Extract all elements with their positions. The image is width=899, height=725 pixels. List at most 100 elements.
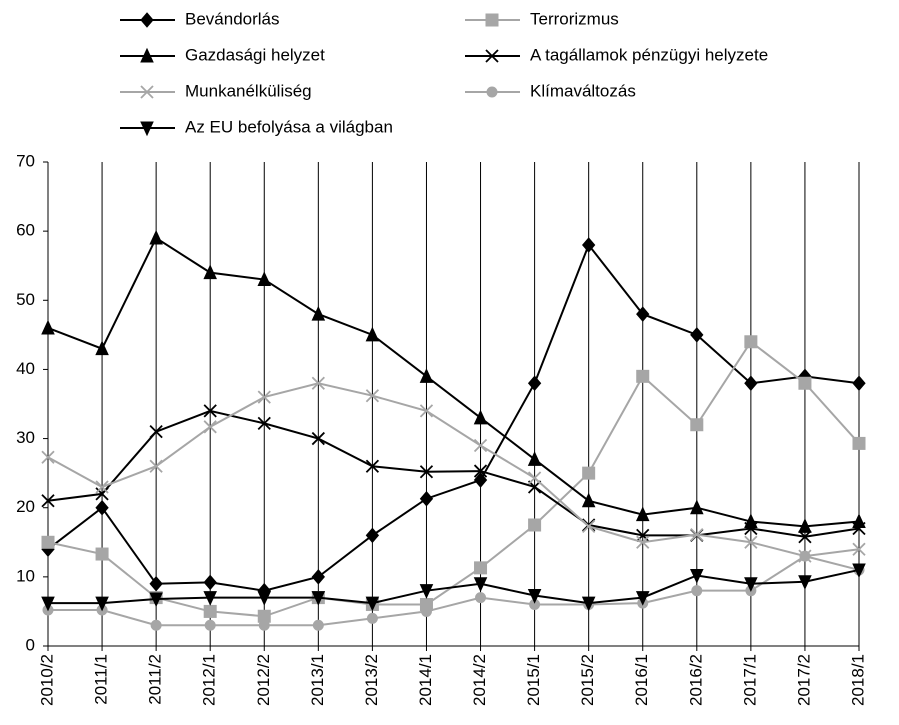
marker bbox=[204, 619, 216, 631]
marker bbox=[203, 574, 217, 591]
legend-marker bbox=[485, 13, 499, 27]
legend-label: Klímaváltozás bbox=[530, 81, 636, 100]
marker bbox=[582, 466, 596, 480]
marker bbox=[95, 480, 109, 494]
marker bbox=[419, 368, 434, 383]
legend-label: A tagállamok pénzügyi helyzete bbox=[530, 45, 768, 64]
marker bbox=[744, 375, 758, 392]
marker bbox=[690, 528, 704, 542]
marker bbox=[528, 518, 542, 532]
marker bbox=[41, 450, 55, 464]
legend-marker bbox=[140, 85, 154, 99]
series-line bbox=[48, 568, 860, 605]
marker bbox=[149, 576, 163, 592]
y-tick-label: 20 bbox=[16, 497, 35, 516]
marker bbox=[635, 591, 650, 606]
marker bbox=[798, 518, 812, 533]
marker bbox=[473, 438, 488, 453]
x-tick-label: 2017/1 bbox=[740, 654, 759, 706]
y-tick-label: 0 bbox=[26, 635, 35, 654]
marker bbox=[365, 596, 380, 612]
marker bbox=[203, 404, 217, 418]
marker bbox=[636, 369, 650, 383]
y-tick-label: 40 bbox=[16, 359, 35, 378]
marker bbox=[41, 494, 55, 508]
marker bbox=[690, 568, 704, 584]
marker bbox=[149, 592, 163, 608]
marker bbox=[799, 550, 811, 562]
x-tick-label: 2014/2 bbox=[470, 654, 489, 706]
marker bbox=[419, 465, 434, 479]
marker bbox=[203, 264, 217, 280]
marker bbox=[311, 431, 325, 446]
legend-label: Gazdasági helyzet bbox=[185, 45, 325, 64]
marker bbox=[258, 619, 270, 631]
marker bbox=[474, 561, 488, 575]
marker bbox=[257, 416, 271, 430]
x-tick-label: 2018/1 bbox=[848, 654, 867, 706]
x-tick-label: 2016/1 bbox=[632, 654, 651, 706]
marker bbox=[257, 271, 272, 287]
legend-label: Munkanélküliség bbox=[185, 81, 312, 100]
marker bbox=[527, 451, 542, 466]
series-line bbox=[47, 242, 860, 592]
x-tick-label: 2017/2 bbox=[794, 654, 813, 706]
marker bbox=[744, 335, 758, 349]
marker bbox=[852, 521, 866, 536]
marker bbox=[475, 592, 487, 604]
marker bbox=[203, 591, 217, 606]
y-tick-label: 30 bbox=[16, 428, 35, 447]
marker bbox=[636, 306, 650, 322]
marker bbox=[852, 563, 866, 579]
marker bbox=[744, 521, 758, 536]
marker bbox=[852, 542, 866, 556]
marker bbox=[365, 389, 380, 403]
x-tick-label: 2012/1 bbox=[200, 654, 219, 706]
marker bbox=[257, 390, 271, 404]
marker bbox=[41, 596, 55, 612]
marker bbox=[203, 604, 217, 618]
x-tick-label: 2013/2 bbox=[362, 654, 381, 706]
x-tick-label: 2015/1 bbox=[524, 654, 543, 706]
marker bbox=[365, 459, 380, 473]
series-line bbox=[48, 555, 860, 627]
marker bbox=[798, 575, 812, 590]
marker bbox=[366, 612, 378, 624]
marker bbox=[798, 530, 812, 544]
marker bbox=[690, 418, 704, 432]
marker bbox=[582, 237, 596, 253]
marker bbox=[690, 327, 704, 343]
marker bbox=[149, 459, 163, 473]
marker bbox=[95, 596, 109, 612]
marker bbox=[527, 471, 542, 485]
marker bbox=[311, 305, 326, 321]
legend-label: Az EU befolyása a világban bbox=[185, 117, 393, 136]
y-tick-label: 10 bbox=[16, 566, 35, 585]
x-tick-label: 2012/2 bbox=[254, 654, 273, 706]
marker bbox=[581, 492, 596, 508]
legend-marker bbox=[140, 121, 154, 137]
marker bbox=[798, 376, 812, 390]
marker bbox=[473, 464, 488, 478]
x-tick-label: 2014/1 bbox=[416, 654, 435, 706]
marker bbox=[635, 506, 650, 522]
marker bbox=[365, 326, 380, 342]
x-tick-label: 2011/2 bbox=[146, 654, 165, 705]
y-tick-label: 50 bbox=[16, 290, 35, 309]
legend-marker bbox=[486, 86, 498, 98]
marker bbox=[473, 577, 488, 592]
legend-marker bbox=[140, 47, 154, 63]
series-line bbox=[47, 382, 860, 558]
marker bbox=[636, 535, 650, 549]
x-tick-label: 2015/2 bbox=[578, 654, 597, 706]
y-tick-label: 70 bbox=[16, 151, 35, 170]
marker bbox=[95, 340, 109, 356]
marker bbox=[582, 518, 596, 532]
marker bbox=[311, 569, 325, 585]
marker bbox=[690, 499, 704, 515]
marker bbox=[149, 229, 163, 245]
marker bbox=[419, 584, 434, 599]
marker bbox=[527, 375, 542, 392]
marker bbox=[95, 499, 109, 516]
